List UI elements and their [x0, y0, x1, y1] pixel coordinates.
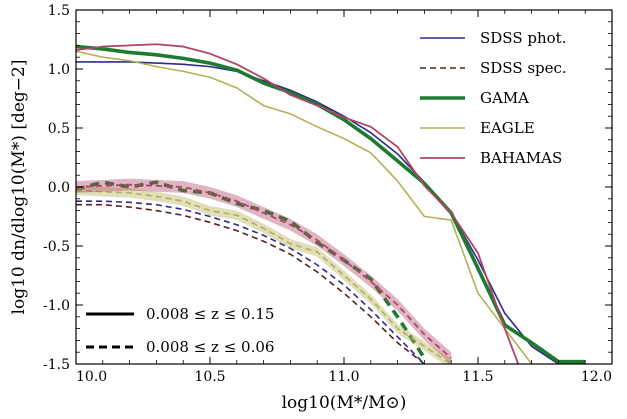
legend-label: GAMA [480, 89, 529, 107]
x-tick-labels: 10.0 10.5 11.0 11.5 12.0 [76, 369, 612, 385]
y-tick-label: 1.0 [48, 62, 70, 78]
legend-label: BAHAMAS [480, 149, 562, 167]
series-layer [76, 43, 586, 364]
y-tick-label: 1.5 [48, 3, 70, 19]
redshift-legend-label: 0.008 ≤ z ≤ 0.15 [146, 305, 274, 323]
legend-label: SDSS spec. [480, 59, 567, 77]
series-8-uncertainty-band [76, 178, 452, 364]
x-tick-label: 11.5 [462, 369, 493, 385]
y-tick-label: -1.5 [43, 357, 70, 373]
y-axis-label: log10 dn/dlog10(M*) [deg−2] [9, 60, 29, 315]
y-tick-label: 0.5 [48, 121, 70, 137]
y-tick-label: -1.0 [43, 298, 70, 314]
series-7-line [76, 189, 452, 364]
series-eagle-line [76, 50, 533, 364]
series-8-line [76, 183, 452, 359]
series-6-line [76, 180, 426, 360]
ticks-layer [75, 9, 613, 365]
x-tick-label: 10.0 [76, 369, 107, 385]
legend-label: SDSS phot. [480, 29, 566, 47]
legend: SDSS phot. SDSS spec. GAMA EAGLE BAHAMAS [420, 29, 567, 167]
y-tick-label: -0.5 [43, 239, 70, 255]
x-tick-label: 11.0 [328, 369, 359, 385]
x-tick-label: 12.0 [581, 369, 612, 385]
y-tick-label: 0.0 [48, 180, 70, 196]
redshift-legend: 0.008 ≤ z ≤ 0.15 0.008 ≤ z ≤ 0.06 [86, 305, 274, 356]
x-axis-label: log10(M*/M⊙) [282, 393, 407, 413]
x-tick-label: 10.5 [194, 369, 225, 385]
y-tick-labels: 1.5 1.0 0.5 0.0 -0.5 -1.0 -1.5 [43, 3, 70, 373]
redshift-legend-label: 0.008 ≤ z ≤ 0.06 [146, 338, 274, 356]
series-sdss-phot--line [76, 61, 559, 364]
series-bahamas-line [76, 43, 520, 364]
legend-label: EAGLE [480, 119, 535, 137]
